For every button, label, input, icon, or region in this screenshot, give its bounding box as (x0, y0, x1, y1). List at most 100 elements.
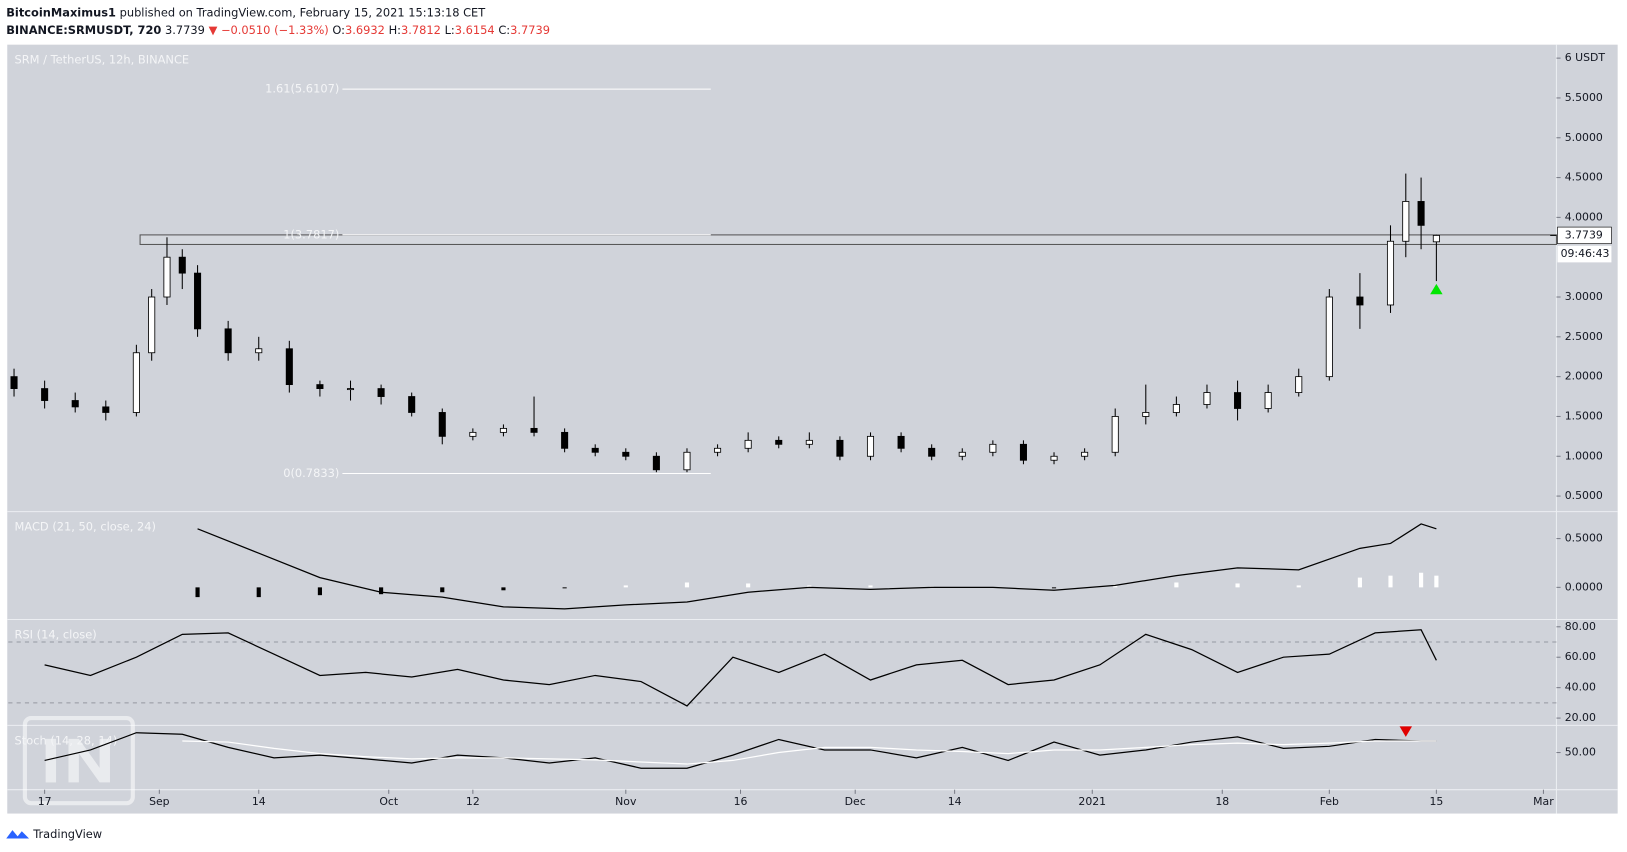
footer-logo (6, 830, 30, 839)
histogram-bar (195, 587, 200, 598)
histogram-bar (684, 582, 690, 588)
y-tick-label: 0.5000 (1565, 489, 1603, 502)
pane: MACD (21, 50, close, 24) 0.5000 0.0000 (15, 520, 1603, 610)
candle-body (1050, 455, 1058, 461)
histogram-bar (501, 587, 506, 591)
candle-body (1295, 376, 1303, 393)
fib-label: 1.61(5.6107) (265, 82, 339, 96)
y-tick-label: 1.0000 (1565, 449, 1603, 462)
y-tick-label: 4.0000 (1565, 210, 1603, 223)
x-tick-label: 2021 (1078, 795, 1106, 808)
x-tick-label: 17 (38, 795, 52, 808)
ohlc-open: 3.6932 (345, 23, 385, 37)
candle-body (1203, 392, 1211, 405)
x-tick-label: Sep (149, 795, 170, 808)
candle-body (1081, 451, 1089, 457)
candle-body (132, 352, 140, 413)
candle-body (10, 376, 18, 389)
series-line (44, 732, 1437, 769)
y-tick-label: 60.00 (1565, 650, 1596, 663)
histogram-bar (317, 587, 322, 596)
y-tick-label: 2.5000 (1565, 330, 1603, 343)
candle-body (928, 447, 936, 457)
x-tick-label: Oct (379, 795, 398, 808)
candle-body (469, 431, 477, 437)
candle-body (163, 256, 171, 298)
author: BitcoinMaximus1 (6, 5, 116, 19)
y-tick-label: 50.00 (1565, 746, 1596, 759)
signal-marker (1399, 726, 1413, 737)
candle-body (958, 451, 966, 457)
x-tick-label: 15 (1429, 795, 1443, 808)
candle-body (178, 256, 186, 274)
footer-brand[interactable]: TradingView (32, 827, 102, 841)
candle-body (866, 435, 875, 457)
fib-label: 1(3.7817) (283, 227, 339, 241)
ohlc-high: 3.7812 (401, 23, 441, 37)
histogram-bar (379, 587, 384, 595)
resistance-zone (139, 234, 1557, 245)
countdown-box (1557, 245, 1612, 263)
histogram-bar (562, 587, 567, 589)
watermark-logo (22, 716, 135, 806)
header-line-2: BINANCE:SRMUSDT, 720 3.7739 ▼ −0.0510 (−… (6, 23, 550, 37)
series-line (182, 740, 1437, 765)
candle-body (194, 272, 202, 330)
candle-body (71, 400, 79, 408)
histogram-bar (623, 585, 628, 588)
y-tick-label: 5.5000 (1565, 91, 1603, 104)
candle-body (102, 406, 110, 413)
candle-body (775, 439, 783, 445)
candle-body (224, 328, 232, 354)
histogram-bar (1051, 587, 1057, 589)
watermark-frame (22, 716, 135, 806)
candle-body (744, 439, 752, 449)
footer: TradingView (6, 827, 102, 841)
histogram-bar (1296, 585, 1301, 588)
x-tick-label: 12 (466, 795, 480, 808)
candle-body (1386, 240, 1395, 306)
y-tick-label: 3.0000 (1565, 290, 1603, 303)
histogram-bar (868, 585, 873, 588)
y-tick-label: 0.5000 (1565, 532, 1603, 545)
candle-body (897, 435, 905, 449)
candle-body (714, 447, 722, 453)
x-tick-label: Feb (1320, 795, 1339, 808)
change: ▼ −0.0510 (−1.33%) (209, 23, 329, 37)
pane-title: MACD (21, 50, close, 24) (15, 520, 156, 534)
pane-title: SRM / TetherUS, 12h, BINANCE (15, 53, 190, 67)
histogram-bar (1235, 583, 1240, 588)
x-tick-label: Nov (615, 795, 637, 808)
y-tick-label: 20.00 (1565, 711, 1596, 724)
candle-body (41, 388, 49, 401)
x-tick-label: 18 (1215, 795, 1229, 808)
pane-title: RSI (14, close) (15, 628, 97, 642)
candle-body (1417, 201, 1425, 226)
x-tick-label: 16 (734, 795, 748, 808)
candle-body (438, 412, 446, 437)
candle-body (377, 388, 385, 397)
ohlc-close: 3.7739 (510, 23, 550, 37)
candle-body (1111, 416, 1119, 453)
pane: RSI (14, close) 80.00 60.00 40.00 20.00 (8, 620, 1596, 724)
pane: SRM / TetherUS, 12h, BINANCE 6 USDT 5.5000… (10, 51, 1612, 502)
ohlc-low: 3.6154 (455, 23, 495, 37)
countdown-label: 09:46:43 (1561, 247, 1610, 260)
candle-body (1172, 404, 1180, 413)
candle-body (989, 443, 997, 453)
candle-body (408, 396, 416, 413)
candle-body (591, 447, 599, 453)
pane-title: Stoch (14, 28, 14) (15, 733, 118, 747)
histogram-bar (807, 585, 812, 588)
candle-body (1356, 296, 1364, 306)
histogram-bar (1174, 582, 1179, 588)
watermark-i (45, 738, 57, 783)
y-tick-label: 80.00 (1565, 620, 1596, 633)
signal-marker (1430, 283, 1443, 295)
x-tick-label: Mar (1533, 795, 1554, 808)
ohlc-high-label: H: (389, 23, 401, 37)
series-line (44, 629, 1437, 707)
candle-body (499, 427, 507, 433)
histogram-bar (256, 587, 261, 598)
